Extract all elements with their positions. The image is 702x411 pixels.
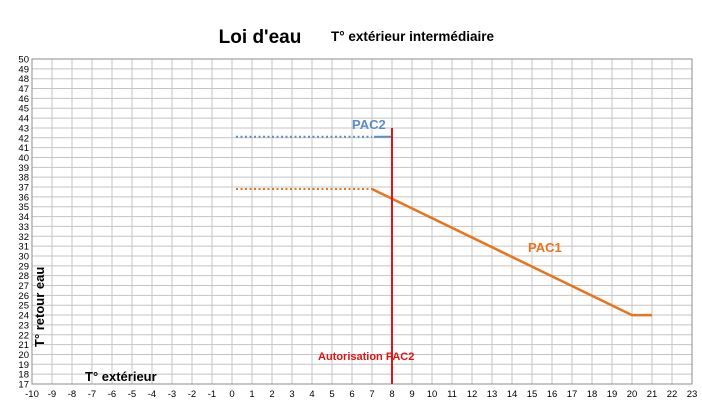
y-tick-label: 47 <box>18 84 29 95</box>
y-tick-label: 32 <box>18 232 29 243</box>
x-tick-label: -8 <box>68 389 76 400</box>
y-tick-label: 35 <box>18 202 29 213</box>
x-tick-label: -2 <box>188 389 196 400</box>
y-tick-label: 43 <box>18 123 29 134</box>
y-tick-label: 44 <box>18 114 29 125</box>
y-tick-label: 18 <box>18 370 29 381</box>
x-tick-label: 5 <box>329 389 334 400</box>
y-tick-label: 19 <box>18 360 29 371</box>
x-tick-label: 3 <box>289 389 294 400</box>
x-tick-label: -9 <box>48 389 56 400</box>
y-tick-label: 49 <box>18 64 29 75</box>
y-tick-label: 20 <box>18 350 29 361</box>
y-tick-label: 39 <box>18 163 29 174</box>
y-tick-label: 46 <box>18 94 29 105</box>
y-axis-label: T° retour eau <box>32 267 47 347</box>
x-tick-label: 0 <box>229 389 234 400</box>
x-tick-label: 9 <box>409 389 414 400</box>
y-tick-label: 27 <box>18 281 29 292</box>
x-tick-label: -4 <box>148 389 156 400</box>
y-tick-label: 40 <box>18 153 29 164</box>
x-tick-label: 17 <box>567 389 578 400</box>
y-tick-label: 30 <box>18 251 29 262</box>
x-tick-label: 21 <box>647 389 658 400</box>
y-tick-label: 48 <box>18 74 29 85</box>
y-tick-label: 36 <box>18 192 29 203</box>
pac1-line <box>371 187 652 317</box>
x-tick-label: 19 <box>607 389 618 400</box>
x-tick-label: 12 <box>467 389 478 400</box>
y-tick-label: 23 <box>18 320 29 331</box>
x-tick-label: -5 <box>128 389 136 400</box>
y-tick-label: 37 <box>18 183 29 194</box>
y-tick-label: 22 <box>18 330 29 341</box>
y-tick-label: 41 <box>18 143 29 154</box>
x-tick-label: 8 <box>389 389 394 400</box>
y-tick-label: 29 <box>18 261 29 272</box>
y-tick-label: 33 <box>18 222 29 233</box>
pac1-series-label: PAC1 <box>528 240 562 255</box>
x-tick-label: -10 <box>25 389 39 400</box>
y-tick-label: 28 <box>18 271 29 282</box>
autorisation-pac2-label: Autorisation PAC2 <box>318 351 414 363</box>
y-tick-label: 21 <box>18 340 29 351</box>
x-tick-label: -3 <box>168 389 176 400</box>
x-tick-label: 13 <box>487 389 498 400</box>
x-axis-tick-labels: -10 -9 -8 -7 -6 -5 -4 -3 -2 -1 0 1 2 3 4 5 6 7 8 9 10 11 12 13 1… <box>25 389 697 400</box>
y-tick-label: 42 <box>18 133 29 144</box>
horizontal-gridlines <box>32 58 692 385</box>
x-tick-label: -1 <box>208 389 216 400</box>
y-tick-label: 45 <box>18 104 29 115</box>
y-tick-label: 25 <box>18 301 29 312</box>
y-axis-tick-labels: 1718192021222324252627282930313233343536… <box>18 55 29 391</box>
x-tick-label: 4 <box>309 389 314 400</box>
x-tick-label: 10 <box>427 389 438 400</box>
x-tick-label: 6 <box>349 389 354 400</box>
y-tick-label: 26 <box>18 291 29 302</box>
x-tick-label: 22 <box>667 389 678 400</box>
x-tick-label: 16 <box>547 389 558 400</box>
y-tick-label: 34 <box>18 212 29 223</box>
x-tick-label: 18 <box>587 389 598 400</box>
x-tick-label: 15 <box>527 389 538 400</box>
x-tick-label: -7 <box>88 389 96 400</box>
x-axis-label: T° extérieur <box>85 369 157 384</box>
y-tick-label: 38 <box>18 173 29 184</box>
x-tick-label: -6 <box>108 389 116 400</box>
chart-subtitle: T° extérieur intermédiaire <box>331 29 494 44</box>
plot-area-border <box>31 58 693 385</box>
x-tick-label: 7 <box>369 389 374 400</box>
x-tick-label: 11 <box>447 389 457 400</box>
vertical-gridlines <box>31 59 693 384</box>
chart-title: Loi d'eau <box>219 27 302 48</box>
y-tick-label: 50 <box>18 55 29 66</box>
x-tick-label: 23 <box>687 389 698 400</box>
pac2-series-label: PAC2 <box>352 117 386 132</box>
x-tick-label: 14 <box>507 389 518 400</box>
y-tick-label: 17 <box>18 380 29 391</box>
y-tick-label: 24 <box>18 311 29 322</box>
y-tick-label: 31 <box>18 242 29 253</box>
x-tick-label: 20 <box>627 389 638 400</box>
x-tick-label: 1 <box>249 389 254 400</box>
x-tick-label: 2 <box>269 389 274 400</box>
